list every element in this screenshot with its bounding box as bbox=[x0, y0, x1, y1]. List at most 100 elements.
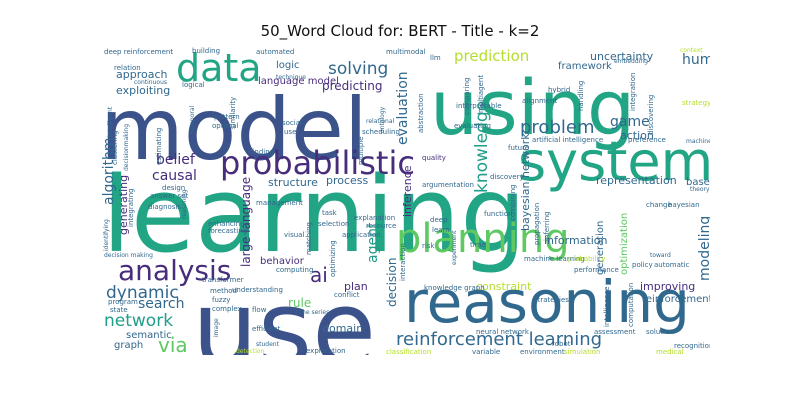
word-state: state bbox=[110, 306, 128, 314]
word-strategies: strategies bbox=[534, 296, 569, 304]
word-propagation: propagation bbox=[533, 202, 541, 245]
word-multiagent: multiagent bbox=[477, 74, 485, 113]
word-probabilistic: probabilistic bbox=[220, 144, 415, 182]
word-prediction: prediction bbox=[454, 47, 530, 65]
word-social: social bbox=[282, 119, 302, 127]
word-exploration: exploration bbox=[306, 347, 346, 355]
word-interpretable: interpretable bbox=[456, 102, 502, 110]
word-experiment: experiment bbox=[451, 230, 458, 265]
word-quality: quality bbox=[422, 154, 446, 162]
word-semantic: semantic bbox=[126, 330, 172, 341]
word-image: image bbox=[213, 318, 220, 337]
word-constraint: constraint bbox=[476, 280, 532, 293]
word-ontology: ontology bbox=[379, 106, 386, 133]
word-using: using bbox=[430, 63, 636, 152]
word-robot: robot bbox=[552, 340, 571, 348]
word-automated: automated bbox=[256, 48, 295, 56]
word-combining: combining bbox=[509, 184, 517, 221]
word-estimating: estimating bbox=[155, 127, 163, 165]
word-language-model: language model bbox=[258, 76, 339, 87]
word-inference: inference bbox=[401, 165, 414, 217]
word-reinforcement: reinforcement bbox=[642, 294, 710, 305]
word-time: time bbox=[470, 241, 486, 249]
word-belief: belief bbox=[156, 152, 195, 168]
word-computing: computing bbox=[276, 266, 314, 274]
word-recognition: recognition bbox=[674, 342, 710, 350]
word-function: function bbox=[484, 210, 513, 218]
word-design: design bbox=[162, 184, 186, 192]
word-bayesian: bayesian bbox=[668, 201, 700, 209]
word-efficient: efficient bbox=[252, 325, 281, 333]
word-reasoning: reasoning bbox=[404, 268, 690, 336]
word-uncertainty: uncertainty bbox=[590, 50, 654, 63]
word-medical: medical bbox=[656, 348, 684, 356]
word-machine-learning: machine learning bbox=[524, 255, 585, 263]
word-deep-reinforcement: deep reinforcement bbox=[104, 48, 174, 56]
word-probability: probability bbox=[568, 255, 606, 263]
word-graph: graph bbox=[114, 340, 144, 351]
word-inferring: inferring bbox=[543, 211, 551, 241]
word-decisionmaking: decisionmaking bbox=[123, 123, 130, 171]
word-model: model bbox=[100, 80, 368, 180]
word-explanation: explanation bbox=[354, 214, 396, 222]
word-strategy: strategy bbox=[682, 99, 710, 107]
word-performance: performance bbox=[574, 266, 619, 274]
word-integration: integration bbox=[629, 72, 637, 111]
word-diagnosis: diagnosis bbox=[148, 203, 182, 211]
word-improving: improving bbox=[640, 280, 696, 293]
word-dynamic: dynamic bbox=[106, 283, 179, 303]
word-via: via bbox=[158, 333, 188, 355]
word-application: application bbox=[342, 231, 381, 239]
word-optimal: optimal bbox=[212, 122, 239, 130]
word-risk: risk bbox=[422, 242, 435, 250]
word-artificial-intelligence: artificial intelligence bbox=[532, 136, 604, 144]
word-neural-network: neural network bbox=[476, 328, 529, 336]
word-visual: visual bbox=[284, 231, 305, 239]
word-task: task bbox=[322, 209, 337, 217]
word-solution: solution bbox=[646, 328, 674, 336]
word-relation: relation bbox=[114, 64, 141, 72]
word-process: process bbox=[326, 174, 369, 187]
word-resource: resource bbox=[366, 222, 397, 230]
word-reasoning-small: reasoning bbox=[181, 189, 188, 219]
word-preference: preference bbox=[628, 136, 666, 144]
word-framework: framework bbox=[558, 61, 612, 72]
word-handling: handling bbox=[577, 80, 585, 111]
word-matching: matching bbox=[305, 222, 313, 255]
word-building: building bbox=[192, 47, 221, 55]
word-identifying: identifying bbox=[103, 219, 110, 251]
word-deep: deep bbox=[430, 216, 448, 224]
word-similarity: similarity bbox=[229, 96, 237, 129]
word-hybrid: hybrid bbox=[548, 86, 571, 94]
word-logical: logical bbox=[182, 81, 205, 89]
word-conflict: conflict bbox=[334, 291, 360, 299]
word-change: change bbox=[646, 201, 672, 209]
word-computation: computation bbox=[627, 282, 635, 327]
word-student: student bbox=[256, 341, 279, 348]
word-ai: ai bbox=[310, 263, 328, 287]
word-embedding: embedding bbox=[614, 58, 648, 65]
word-cloud: model using learning use system reasonin… bbox=[100, 45, 710, 355]
word-environment: environment bbox=[520, 348, 565, 356]
word-search: search bbox=[138, 296, 185, 312]
word-plan: plan bbox=[344, 280, 368, 293]
word-reinforcement-learning: reinforcement learning bbox=[396, 329, 603, 350]
word-method: method bbox=[210, 287, 238, 295]
word-planning: planning bbox=[396, 216, 570, 262]
word-information: information bbox=[544, 234, 608, 247]
word-data: data bbox=[176, 46, 262, 90]
word-decision-making: decision making bbox=[104, 252, 153, 259]
word-integrating: integrating bbox=[127, 188, 135, 227]
word-analysis: analysis bbox=[118, 254, 232, 287]
word-optimization: optimization bbox=[619, 212, 630, 275]
word-comparing: comparing bbox=[463, 77, 471, 115]
word-flow: flow bbox=[252, 306, 267, 314]
word-use: use bbox=[192, 268, 377, 355]
word-time-series: time series bbox=[296, 309, 330, 316]
word-theory: theory bbox=[690, 186, 710, 193]
word-evaluating: evaluating bbox=[454, 122, 491, 130]
word-system: system bbox=[518, 130, 710, 193]
word-abstraction: abstraction bbox=[417, 93, 425, 133]
word-exploiting: exploiting bbox=[116, 84, 171, 97]
word-temporal: temporal bbox=[189, 105, 196, 133]
